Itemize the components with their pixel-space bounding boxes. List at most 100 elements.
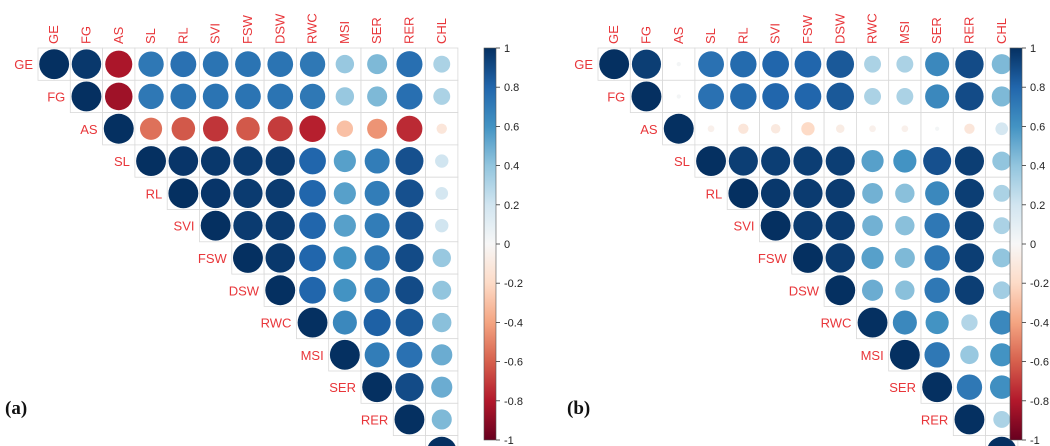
grid-cell <box>856 176 890 210</box>
panel-label: (a) <box>5 398 27 419</box>
corr-circle-FG-RER <box>955 82 984 111</box>
corr-circle-DSW-SER <box>924 277 950 303</box>
corr-circle-RL-RWC <box>299 179 326 207</box>
corr-circle-SL-DSW <box>825 146 855 176</box>
corr-circle-AS-FSW <box>236 116 260 141</box>
corr-circle-AS-MSI <box>901 125 909 133</box>
corr-circle-RER-RER <box>954 404 985 435</box>
top-label-FSW: FSW <box>800 14 815 44</box>
row-label-DSW: DSW <box>229 283 260 298</box>
corr-circle-SL-DSW <box>265 146 295 176</box>
top-label-RWC: RWC <box>865 13 880 44</box>
colorbar-tick-label: 0.8 <box>504 82 519 94</box>
corr-circle-GE-AS <box>676 62 681 67</box>
corr-circle-SVI-RER <box>954 211 985 241</box>
corr-circle-RER-CHL <box>431 409 452 430</box>
corr-circle-MSI-CHL <box>431 344 453 366</box>
corr-circle-FSW-CHL <box>432 248 451 268</box>
corr-circle-AS-RER <box>964 123 975 134</box>
row-label-CHL: CHL <box>395 445 421 446</box>
corr-circle-RL-CHL <box>435 187 449 200</box>
top-label-SVI: SVI <box>208 23 223 44</box>
corr-circle-RWC-CHL <box>432 312 452 333</box>
corr-circle-FSW-RWC <box>861 246 884 270</box>
corr-circle-AS-RWC <box>869 125 876 133</box>
corr-circle-RER-CHL <box>993 410 1011 428</box>
colorbar-tick-label: 1 <box>1030 43 1036 55</box>
corr-circle-RL-FSW <box>793 178 823 208</box>
corr-circle-AS-SER <box>935 126 940 131</box>
corr-circle-MSI-SER <box>364 342 390 368</box>
row-label-RWC: RWC <box>821 316 852 331</box>
corr-circle-FG-FSW <box>794 83 822 110</box>
colorbar-tick-label: -0.6 <box>1030 357 1049 369</box>
colorbar-tick-label: 0.6 <box>504 121 519 133</box>
row-label-AS: AS <box>80 122 98 137</box>
colorbar-tick-label: -0.2 <box>1030 278 1049 290</box>
top-label-AS: AS <box>671 26 686 44</box>
corr-circle-DSW-MSI <box>333 278 357 302</box>
colorbar-tick-label: 0.4 <box>1030 161 1045 173</box>
corr-circle-SL-RL <box>168 146 199 176</box>
corr-circle-SL-RWC <box>861 149 884 173</box>
corr-circle-FG-RER <box>396 83 423 110</box>
corr-circle-FG-AS <box>676 94 681 99</box>
corr-circle-RL-SVI <box>760 178 791 209</box>
colorbar-tick-label: -1 <box>1030 435 1040 446</box>
corr-circle-FSW-RER <box>954 243 985 273</box>
corr-circle-RL-DSW <box>825 178 855 208</box>
corr-circle-RWC-RER <box>395 308 424 337</box>
corr-circle-AS-AS <box>663 113 694 144</box>
row-label-RL: RL <box>146 186 163 201</box>
corr-circle-GE-DSW <box>826 50 855 78</box>
corr-circle-SL-SER <box>364 148 390 174</box>
top-label-SER: SER <box>929 17 944 44</box>
corr-circle-CHL-CHL <box>987 436 1016 446</box>
colorbar-tick-label: 0.2 <box>504 200 519 212</box>
corr-circle-FSW-RWC <box>299 244 326 272</box>
colorbar-tick-label: -0.6 <box>504 357 523 369</box>
corr-circle-SL-MSI <box>333 149 356 173</box>
top-label-CHL: CHL <box>434 18 449 44</box>
corr-circle-GE-SER <box>367 54 388 75</box>
corr-circle-DSW-RER <box>395 276 424 305</box>
corr-circle-SVI-DSW <box>265 211 295 241</box>
row-label-RER: RER <box>361 412 388 427</box>
corr-circle-DSW-CHL <box>992 281 1011 300</box>
corr-circle-GE-SVI <box>762 50 790 78</box>
corr-circle-FG-CHL <box>433 87 451 105</box>
corr-circle-CHL-CHL <box>427 436 456 446</box>
top-label-RL: RL <box>735 27 750 44</box>
row-label-RER: RER <box>921 412 948 427</box>
colorbar <box>1009 47 1023 441</box>
corr-circle-GE-FG <box>71 49 102 79</box>
corr-circle-SVI-FSW <box>793 211 823 241</box>
corr-circle-SL-SL <box>136 146 166 176</box>
corr-circle-SVI-RWC <box>299 212 326 240</box>
corr-circle-GE-CHL <box>433 55 451 73</box>
corr-circle-FG-FG <box>71 81 102 112</box>
corr-circle-AS-DSW <box>267 116 293 142</box>
top-label-FG: FG <box>78 26 93 44</box>
corr-circle-GE-AS <box>105 50 133 78</box>
row-label-FG: FG <box>47 89 65 104</box>
corr-circle-FG-FG <box>631 81 662 112</box>
corr-circle-AS-RER <box>396 115 423 142</box>
row-label-SER: SER <box>889 380 916 395</box>
row-label-CHL: CHL <box>955 445 981 446</box>
corr-circle-SL-SVI <box>200 146 231 176</box>
row-label-SL: SL <box>114 154 130 169</box>
corr-circle-SVI-CHL <box>435 218 449 233</box>
grid-cell <box>888 112 922 146</box>
top-label-SER: SER <box>369 17 384 44</box>
corr-circle-SVI-SVI <box>200 210 231 241</box>
corr-circle-FG-DSW <box>267 83 294 110</box>
corr-circle-FG-RL <box>730 83 757 110</box>
row-label-FG: FG <box>607 89 625 104</box>
corr-circle-AS-CHL <box>995 122 1009 136</box>
corr-circle-RL-RER <box>954 178 985 208</box>
corr-circle-GE-SVI <box>202 51 229 78</box>
top-label-FG: FG <box>638 26 653 44</box>
corr-circle-SL-RER <box>395 147 424 176</box>
colorbar <box>483 47 497 441</box>
